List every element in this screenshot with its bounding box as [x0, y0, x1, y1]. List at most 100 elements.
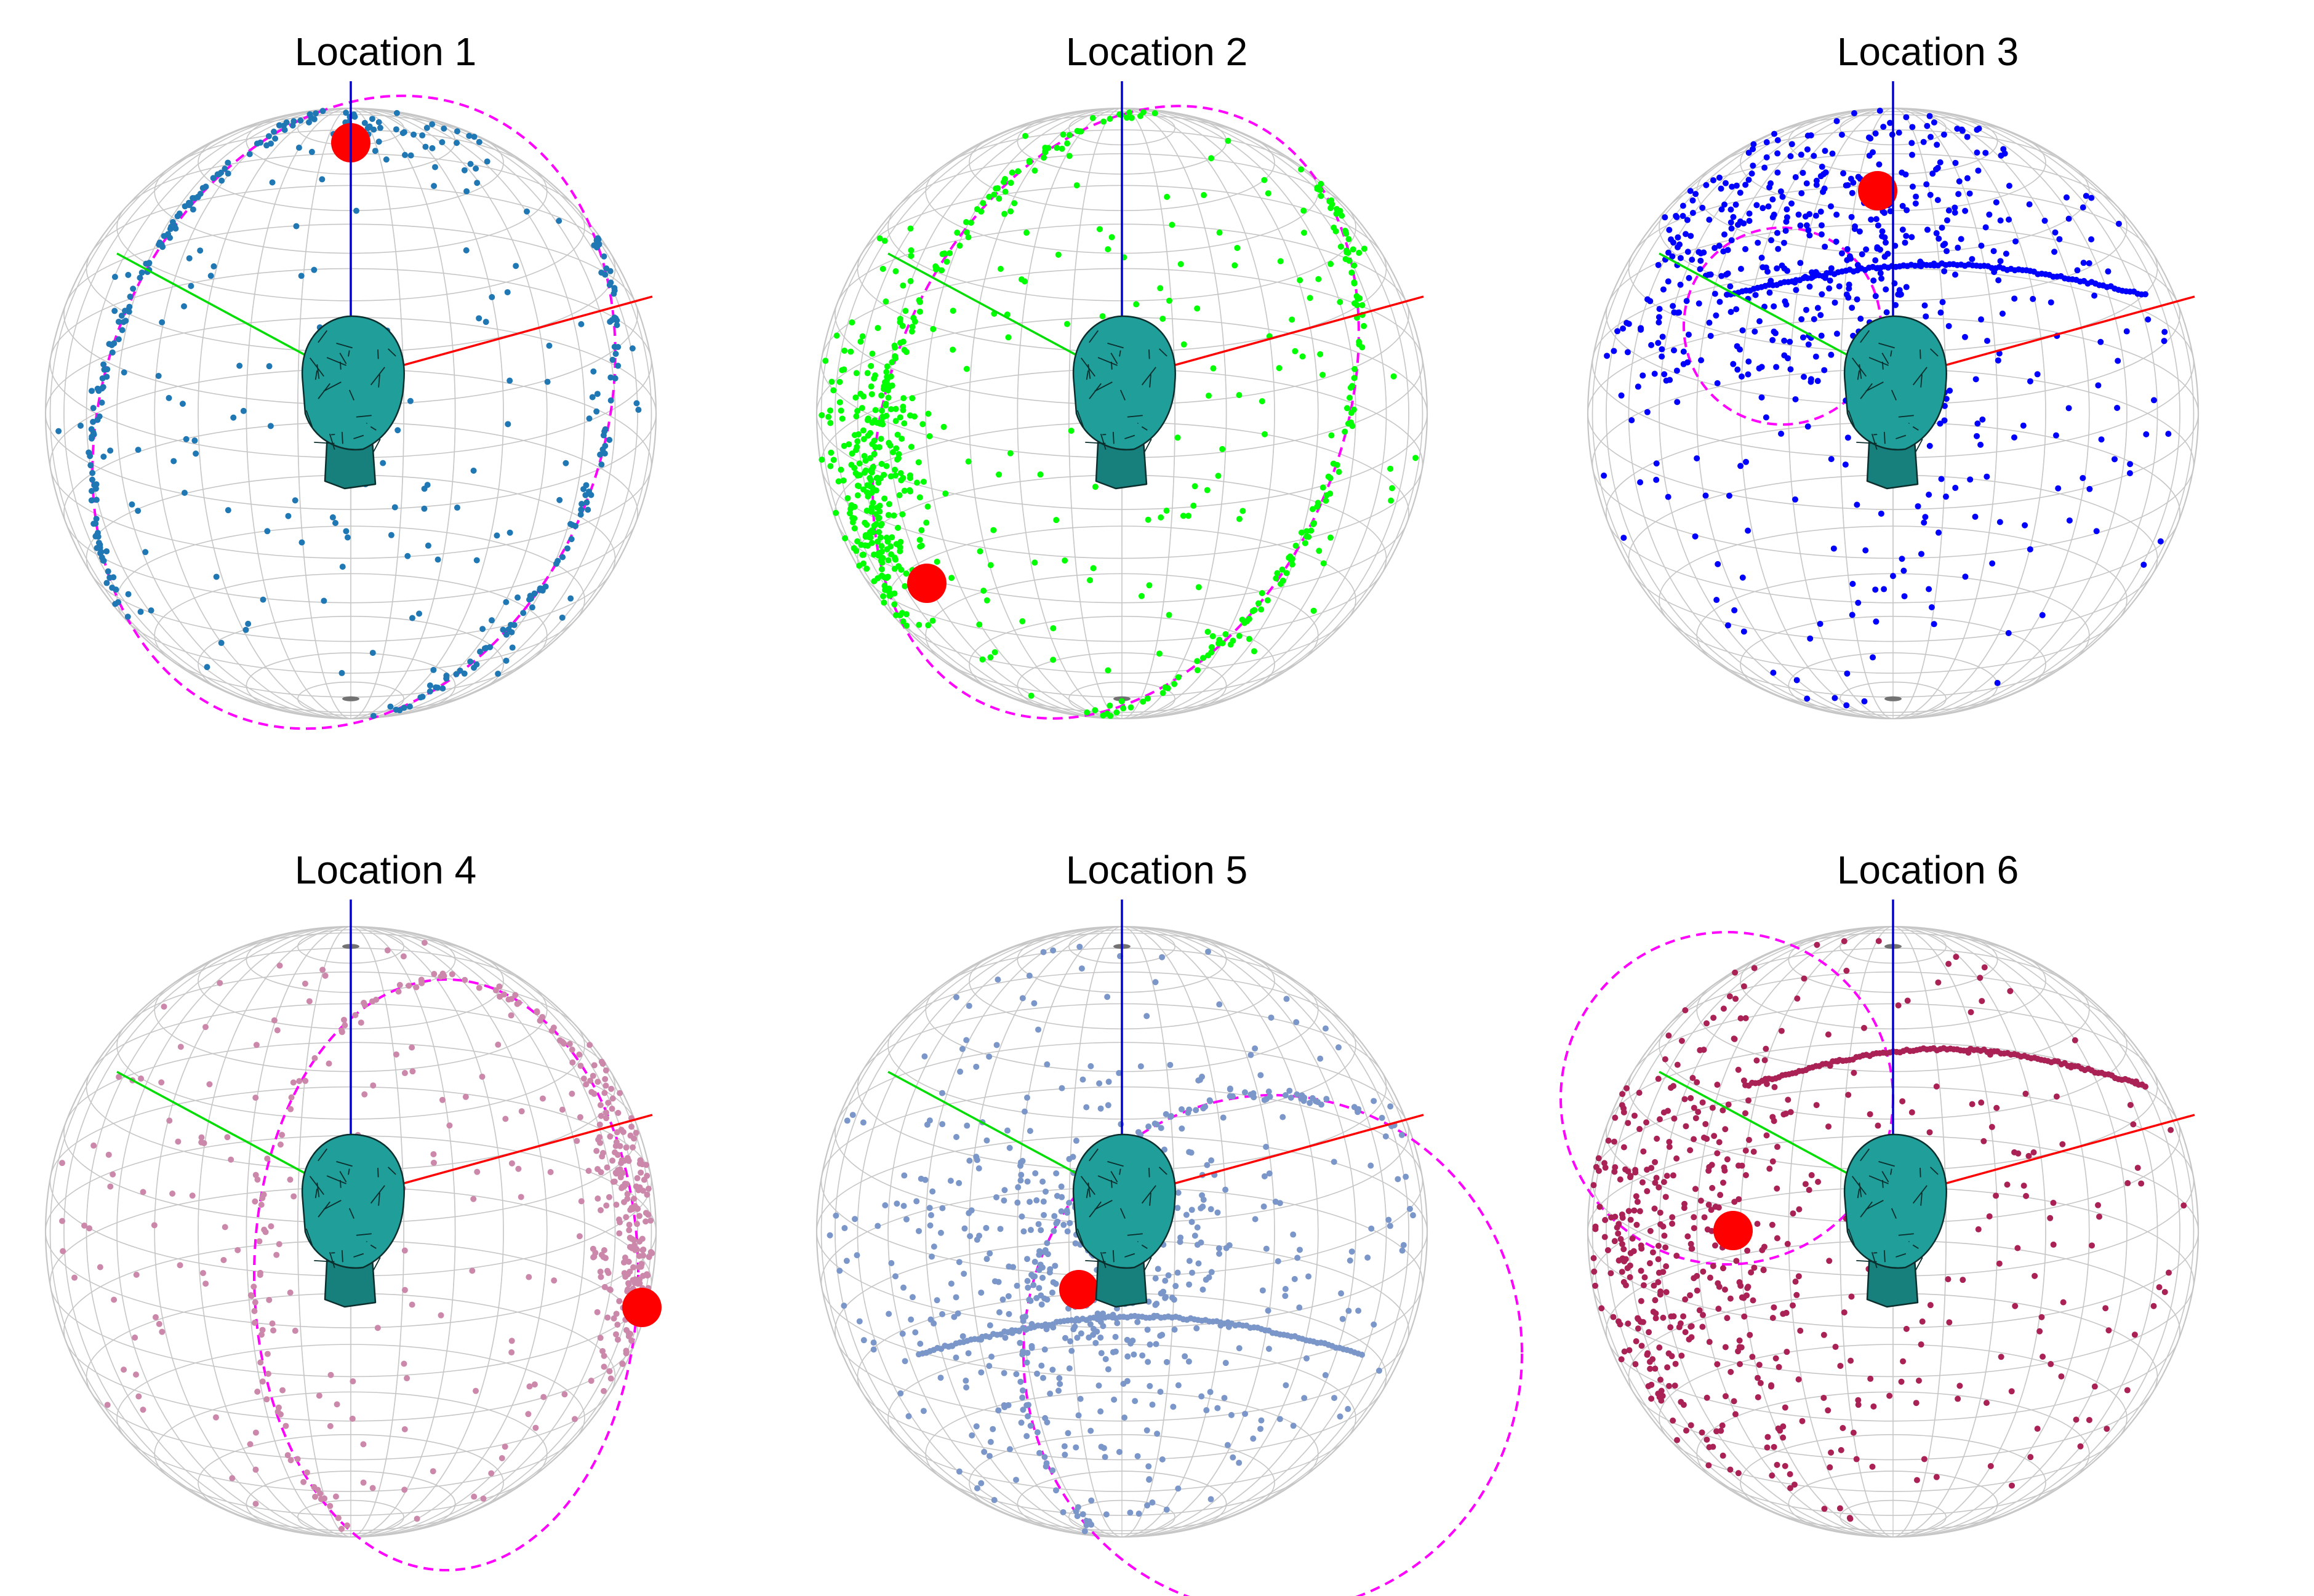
doa-point — [508, 1349, 514, 1355]
doa-point — [1735, 1470, 1742, 1476]
doa-point — [1668, 236, 1674, 242]
doa-point — [1778, 188, 1784, 194]
doa-point — [1946, 207, 1952, 213]
doa-point — [1657, 1210, 1663, 1216]
doa-point — [1342, 429, 1348, 435]
doa-point — [876, 508, 883, 514]
doa-point — [1737, 1338, 1743, 1344]
doa-point — [1657, 1288, 1663, 1295]
sphere-plot — [0, 818, 771, 1596]
doa-point — [606, 1368, 612, 1375]
doa-point — [489, 294, 495, 300]
doa-point — [1692, 191, 1699, 197]
doa-point — [617, 1090, 623, 1096]
doa-point — [1678, 1399, 1684, 1405]
doa-point — [900, 338, 907, 345]
doa-point — [613, 1331, 619, 1338]
doa-point — [956, 1259, 963, 1265]
doa-point — [1620, 325, 1626, 332]
doa-point — [1686, 1336, 1692, 1343]
doa-point — [1902, 239, 1908, 245]
doa-point — [1820, 1395, 1827, 1401]
source-marker-icon — [1059, 1270, 1099, 1309]
doa-point — [1704, 1395, 1710, 1401]
doa-point — [1782, 298, 1788, 305]
doa-point — [1216, 1245, 1222, 1251]
doa-point — [2102, 1305, 2108, 1311]
doa-point — [956, 1180, 962, 1186]
doa-point — [1852, 226, 1858, 232]
doa-point — [2011, 434, 2017, 441]
doa-point — [1391, 373, 1397, 380]
doa-point — [270, 179, 276, 185]
doa-point — [875, 1223, 881, 1229]
doa-point — [104, 366, 110, 372]
doa-point — [578, 506, 584, 513]
doa-point — [241, 408, 247, 414]
doa-point — [869, 391, 875, 397]
doa-point — [1612, 1238, 1618, 1244]
doa-point — [1720, 1265, 1726, 1271]
doa-point — [1779, 194, 1785, 200]
doa-point — [2048, 1361, 2054, 1367]
doa-point — [1103, 1356, 1109, 1362]
doa-point — [1062, 1443, 1068, 1450]
doa-point — [635, 1206, 641, 1212]
doa-point — [1952, 160, 1958, 166]
doa-point — [1035, 1026, 1041, 1032]
doa-point — [1127, 1341, 1134, 1347]
doa-point — [1073, 1444, 1079, 1450]
doa-point — [1756, 1362, 1763, 1368]
doa-point — [1079, 1077, 1086, 1083]
doa-point — [590, 369, 596, 375]
doa-point — [1693, 1115, 1699, 1121]
doa-point — [1700, 1312, 1706, 1318]
doa-point — [607, 1133, 613, 1139]
doa-point — [302, 1078, 308, 1084]
doa-point — [438, 973, 444, 980]
doa-point — [2047, 1215, 2053, 1221]
doa-point — [631, 1195, 637, 1202]
doa-point — [2006, 630, 2012, 636]
doa-point — [1145, 1327, 1151, 1333]
doa-point — [1659, 354, 1665, 360]
doa-point — [1291, 1422, 1297, 1429]
doa-point — [479, 1074, 485, 1080]
doa-point — [1638, 1267, 1644, 1274]
doa-point — [177, 1262, 183, 1268]
doa-point — [282, 1423, 289, 1429]
doa-point — [1657, 1377, 1663, 1383]
doa-point — [208, 273, 214, 279]
doa-point — [1771, 1444, 1777, 1450]
doa-point — [1703, 182, 1709, 188]
doa-point — [2014, 1245, 2020, 1251]
doa-point — [912, 1329, 918, 1335]
doa-point — [1771, 1304, 1777, 1311]
doa-point — [1289, 316, 1295, 322]
doa-point — [593, 1148, 599, 1154]
doa-point — [1914, 1477, 1920, 1483]
doa-point — [89, 436, 95, 442]
doa-point — [1134, 1319, 1140, 1325]
doa-point — [1750, 1298, 1756, 1304]
doa-point — [1189, 1219, 1195, 1225]
doa-point — [1694, 455, 1700, 461]
doa-point — [1747, 210, 1753, 217]
doa-point — [1694, 1288, 1700, 1294]
doa-point — [1828, 1450, 1834, 1456]
doa-point — [1053, 1281, 1059, 1287]
doa-point — [1166, 298, 1172, 304]
doa-point — [394, 110, 400, 116]
doa-point — [895, 451, 902, 457]
doa-point — [857, 1319, 863, 1325]
doa-point — [1845, 434, 1851, 441]
doa-point — [1262, 1173, 1268, 1179]
doa-point — [1744, 1285, 1750, 1291]
doa-point — [1078, 1396, 1084, 1402]
doa-point — [1001, 1404, 1007, 1410]
doa-point — [901, 420, 907, 426]
doa-point — [1998, 153, 2004, 159]
doa-point — [1719, 1422, 1726, 1429]
doa-point — [1766, 290, 1772, 296]
doa-point — [963, 1384, 969, 1391]
